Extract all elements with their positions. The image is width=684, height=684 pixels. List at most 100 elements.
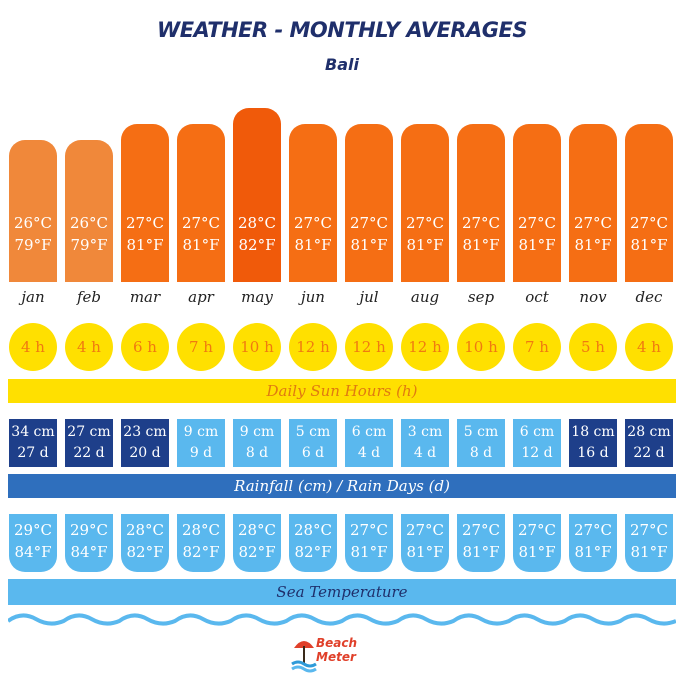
- temp-label-nov: 27°C 81°F: [569, 212, 617, 256]
- rainfall-cm-nov: 18 cm: [571, 424, 615, 440]
- sea-temp-cell-mar: 28°C 82°F: [121, 514, 169, 572]
- rainfall-cm-dec: 28 cm: [627, 424, 671, 440]
- rainfall-cell-feb: 27 cm 22 d: [65, 419, 113, 467]
- temp-bar-jul: [345, 124, 393, 282]
- month-label-jul: jul: [359, 288, 379, 306]
- sea-temp-cell-may: 28°C 82°F: [233, 514, 281, 572]
- temp-bar-dec: [625, 124, 673, 282]
- temp-label-oct: 27°C 81°F: [513, 212, 561, 256]
- temp-label-f-feb: 79°F: [70, 236, 108, 254]
- rain-days-feb: 22 d: [73, 445, 105, 461]
- temp-label-sep: 27°C 81°F: [457, 212, 505, 256]
- rain-days-may: 8 d: [245, 445, 269, 461]
- temp-column-jul: 27°C 81°F: [345, 0, 393, 282]
- sun-hours-jan: 4 h: [9, 323, 57, 371]
- sea-temp-cell-oct: 27°C 81°F: [513, 514, 561, 572]
- temp-label-c-apr: 27°C: [181, 214, 221, 232]
- temp-label-c-feb: 26°C: [69, 214, 109, 232]
- month-label-apr: apr: [188, 288, 214, 306]
- temp-label-dec: 27°C 81°F: [625, 212, 673, 256]
- rain-days-dec: 22 d: [633, 445, 665, 461]
- temp-column-oct: 27°C 81°F: [513, 0, 561, 282]
- temp-label-f-jan: 79°F: [14, 236, 52, 254]
- temp-label-f-oct: 81°F: [518, 236, 556, 254]
- sun-hours-apr: 7 h: [177, 323, 225, 371]
- logo-wordmark: Beach Meter: [316, 636, 386, 664]
- temp-column-sep: 27°C 81°F: [457, 0, 505, 282]
- rainfall-cell-aug: 3 cm 4 d: [401, 419, 449, 467]
- rainfall-cm-jun: 5 cm: [295, 424, 331, 440]
- rainfall-cell-sep: 5 cm 8 d: [457, 419, 505, 467]
- temp-label-f-aug: 81°F: [406, 236, 444, 254]
- chart-title: WEATHER - MONTHLY AVERAGES: [157, 18, 527, 42]
- rainfall-cell-dec: 28 cm 22 d: [625, 419, 673, 467]
- sea-temp-f-nov: 81°F: [574, 543, 612, 561]
- location-subtitle: Bali: [325, 55, 359, 74]
- temp-label-c-oct: 27°C: [517, 214, 557, 232]
- temp-label-f-dec: 81°F: [630, 236, 668, 254]
- rainfall-cm-may: 9 cm: [239, 424, 275, 440]
- temp-label-mar: 27°C 81°F: [121, 212, 169, 256]
- month-label-jan: jan: [21, 288, 45, 306]
- month-label-jun: jun: [301, 288, 325, 306]
- rainfall-cm-jul: 6 cm: [351, 424, 387, 440]
- sun-hours-nov: 5 h: [569, 323, 617, 371]
- month-label-oct: oct: [525, 288, 549, 306]
- temp-label-f-apr: 81°F: [182, 236, 220, 254]
- rainfall-cm-sep: 5 cm: [463, 424, 499, 440]
- temp-column-feb: 26°C 79°F: [65, 0, 113, 282]
- rainfall-cm-feb: 27 cm: [67, 424, 111, 440]
- sea-temp-cell-nov: 27°C 81°F: [569, 514, 617, 572]
- wave-decoration: [8, 613, 676, 626]
- sea-temp-cell-jan: 29°C 84°F: [9, 514, 57, 572]
- sea-temp-c-mar: 28°C: [125, 521, 165, 539]
- sun-hours-aug: 12 h: [401, 323, 449, 371]
- sea-temp-c-jun: 28°C: [293, 521, 333, 539]
- temp-label-f-sep: 81°F: [462, 236, 500, 254]
- sun-hours-oct: 7 h: [513, 323, 561, 371]
- month-label-feb: feb: [76, 288, 102, 306]
- sea-temp-f-jun: 82°F: [294, 543, 332, 561]
- sea-temp-c-oct: 27°C: [517, 521, 557, 539]
- sea-temp-cell-dec: 27°C 81°F: [625, 514, 673, 572]
- temp-label-apr: 27°C 81°F: [177, 212, 225, 256]
- rain-days-sep: 8 d: [469, 445, 493, 461]
- temp-label-f-jun: 81°F: [294, 236, 332, 254]
- sun-hours-jun: 12 h: [289, 323, 337, 371]
- sun-hours-may: 10 h: [233, 323, 281, 371]
- rainfall-cm-aug: 3 cm: [407, 424, 443, 440]
- rainfall-cm-jan: 34 cm: [11, 424, 55, 440]
- temp-label-f-nov: 81°F: [574, 236, 612, 254]
- temp-label-c-aug: 27°C: [405, 214, 445, 232]
- rainfall-cm-apr: 9 cm: [183, 424, 219, 440]
- sea-temperature-band: Sea Temperature: [8, 579, 676, 605]
- rain-days-apr: 9 d: [189, 445, 213, 461]
- temp-label-feb: 26°C 79°F: [65, 212, 113, 256]
- temp-bar-feb: [65, 140, 113, 282]
- temp-label-c-nov: 27°C: [573, 214, 613, 232]
- temp-label-c-jul: 27°C: [349, 214, 389, 232]
- temp-bar-sep: [457, 124, 505, 282]
- rainfall-cell-apr: 9 cm 9 d: [177, 419, 225, 467]
- month-label-nov: nov: [579, 288, 607, 306]
- sea-temp-f-may: 82°F: [238, 543, 276, 561]
- sea-temp-c-jan: 29°C: [13, 521, 53, 539]
- sea-temp-cell-aug: 27°C 81°F: [401, 514, 449, 572]
- temp-label-c-mar: 27°C: [125, 214, 165, 232]
- rainfall-cell-nov: 18 cm 16 d: [569, 419, 617, 467]
- sea-temp-cell-sep: 27°C 81°F: [457, 514, 505, 572]
- temp-bar-mar: [121, 124, 169, 282]
- temp-label-c-dec: 27°C: [629, 214, 669, 232]
- temp-column-jan: 26°C 79°F: [9, 0, 57, 282]
- rainfall-cell-mar: 23 cm 20 d: [121, 419, 169, 467]
- sea-temp-c-aug: 27°C: [405, 521, 445, 539]
- rain-days-aug: 4 d: [413, 445, 437, 461]
- rainfall-cell-oct: 6 cm 12 d: [513, 419, 561, 467]
- temp-bar-apr: [177, 124, 225, 282]
- temp-label-c-sep: 27°C: [461, 214, 501, 232]
- rain-days-jan: 27 d: [17, 445, 49, 461]
- sun-hours-jul: 12 h: [345, 323, 393, 371]
- sea-temp-c-sep: 27°C: [461, 521, 501, 539]
- sea-temp-c-may: 28°C: [237, 521, 277, 539]
- sea-temp-cell-jul: 27°C 81°F: [345, 514, 393, 572]
